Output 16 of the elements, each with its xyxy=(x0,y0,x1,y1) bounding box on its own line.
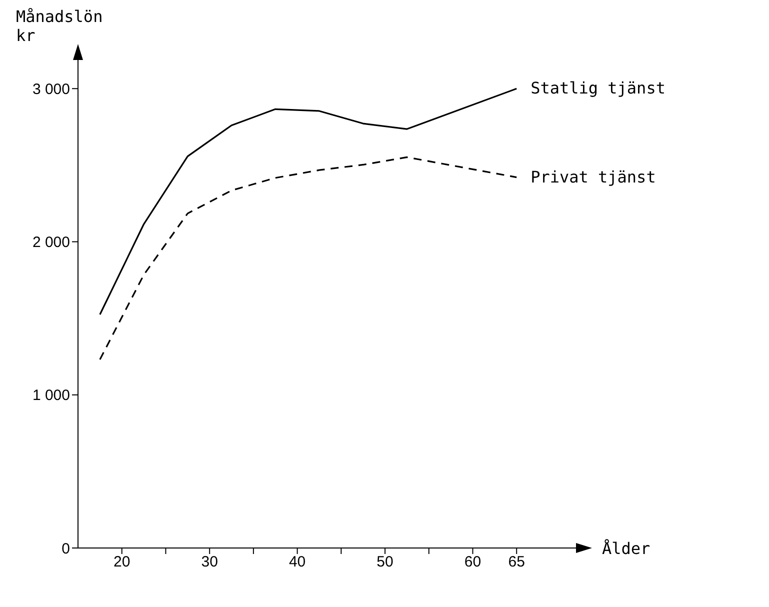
series-label: Statlig tjänst xyxy=(530,78,666,98)
x-axis-title: Ålder xyxy=(602,539,651,558)
y-tick-label: 3 000 xyxy=(32,80,70,98)
line-series xyxy=(99,156,518,360)
x-tick-label: 65 xyxy=(508,554,525,571)
y-tick-label: 2 000 xyxy=(32,234,70,252)
x-tick-label: 50 xyxy=(376,554,394,571)
y-tick-label: 1 000 xyxy=(32,387,70,404)
x-tick-label: 40 xyxy=(288,554,306,571)
y-tick-label: 0 xyxy=(62,540,70,558)
line-series xyxy=(99,88,518,316)
x-tick-label: 30 xyxy=(201,554,218,571)
y-axis-title: Månadslön kr xyxy=(16,7,103,45)
x-tick-label: 60 xyxy=(464,554,482,571)
x-tick-label: 20 xyxy=(114,554,130,571)
series-label: Privat tjänst xyxy=(530,167,656,186)
